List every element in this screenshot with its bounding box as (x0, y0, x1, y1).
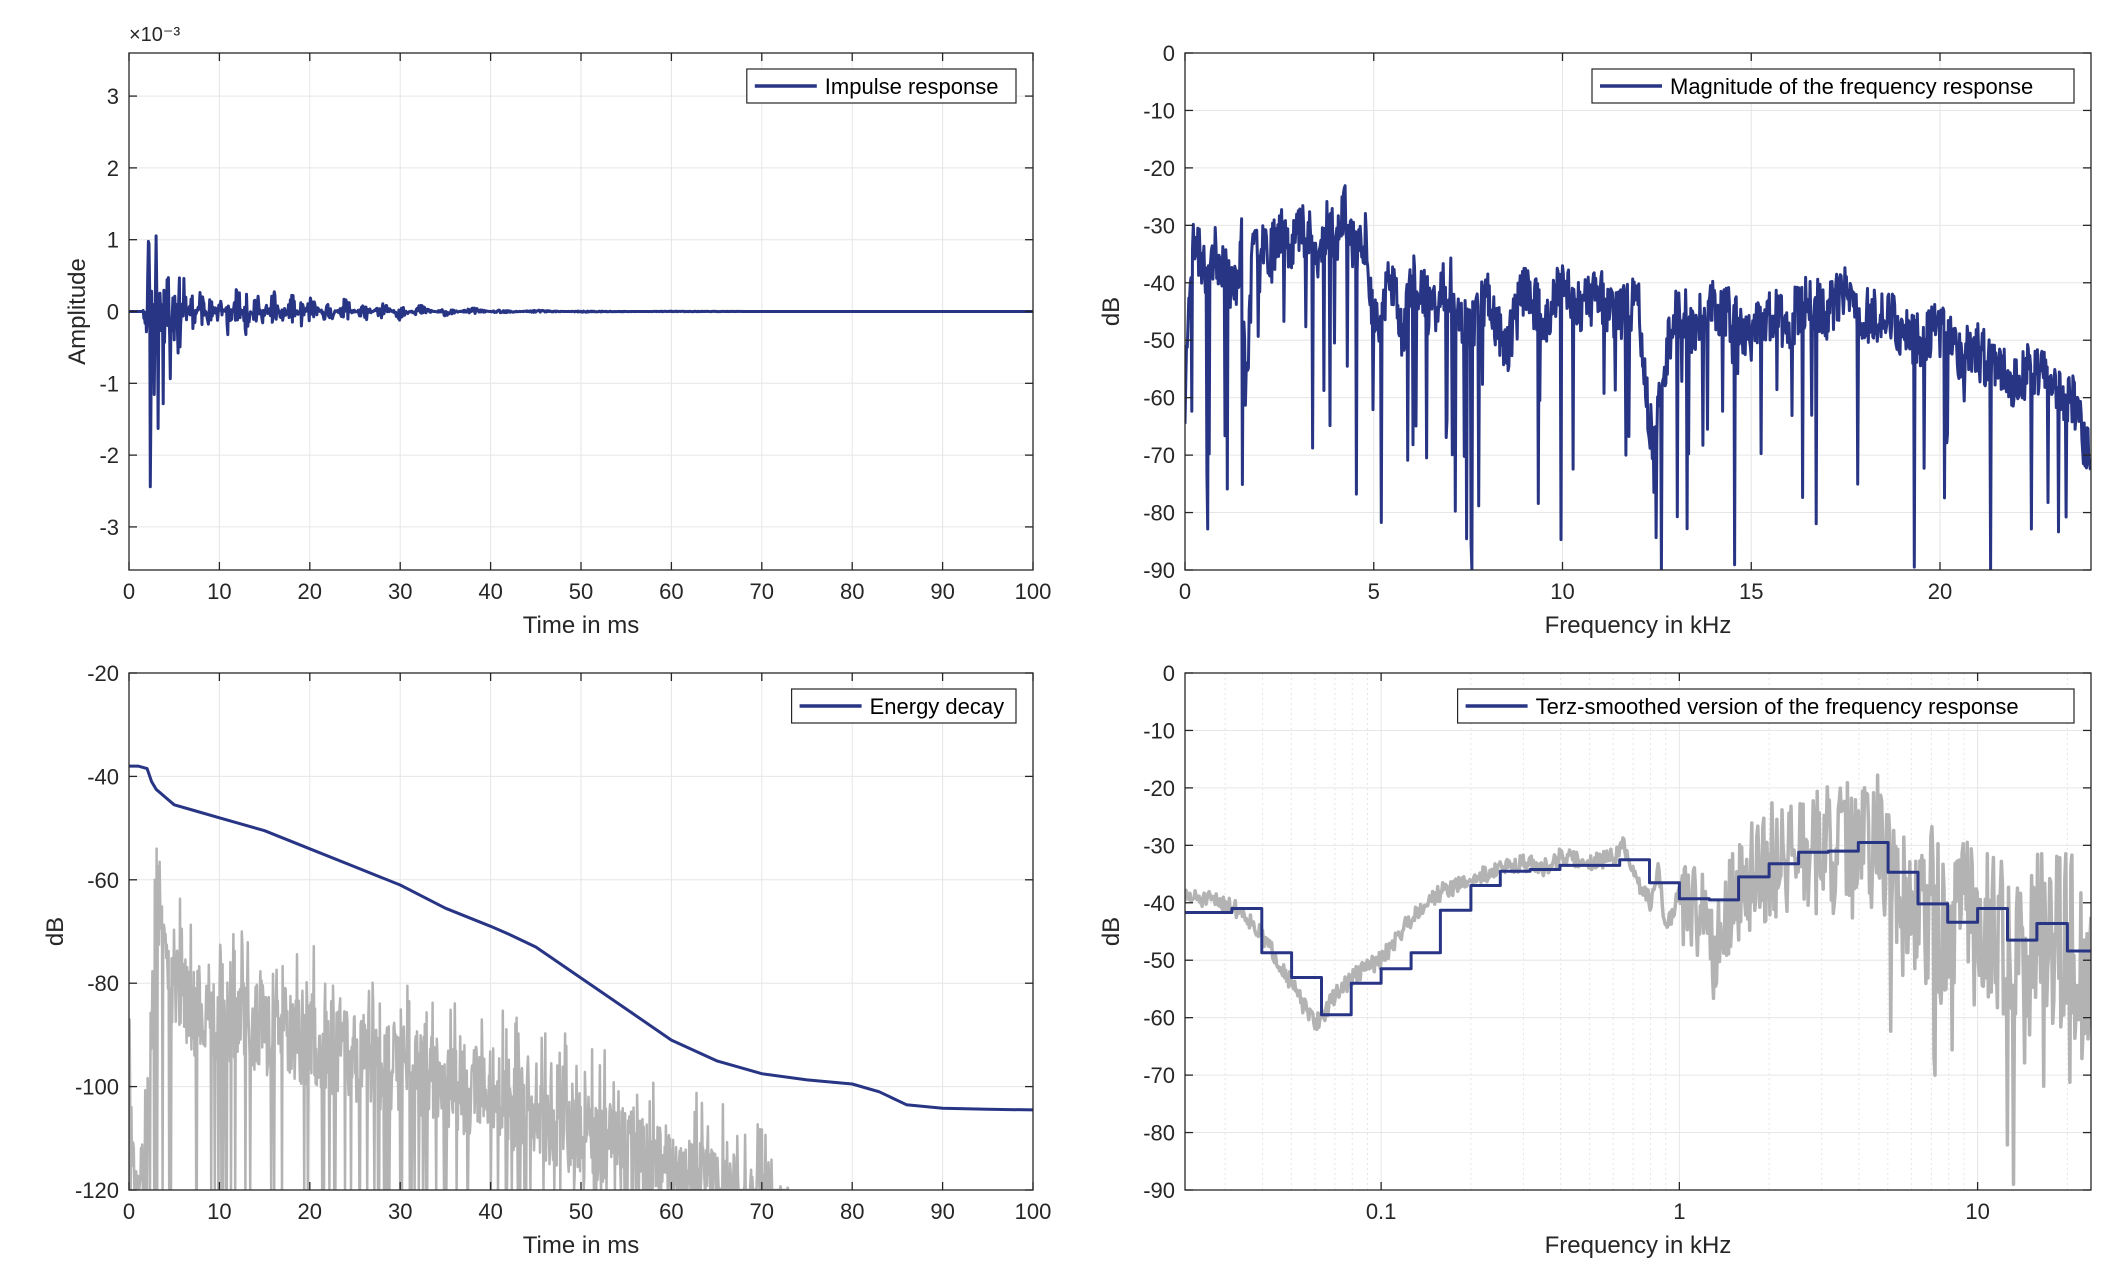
panel-energy-decay: 0 10 20 30 40 50 60 70 80 90 100 -20 -40 -60 -80 -100 -1… (42, 661, 1051, 1259)
x-tick-label: 20 (1928, 579, 1952, 604)
y-tick-label: -30 (1143, 213, 1175, 238)
x-tick-label: 60 (659, 1199, 683, 1224)
y-tick-label: -60 (87, 868, 119, 893)
data-layer (1185, 184, 2091, 570)
series-line-terz-smoothed-version-of-the-frequency-response (1185, 841, 2091, 1017)
x-tick-label: 10 (207, 579, 231, 604)
y-axis-label: Amplitude (64, 258, 91, 365)
y-tick-label: -20 (1143, 156, 1175, 181)
data-layer (129, 234, 1033, 489)
y-tick-label: -2 (99, 443, 119, 468)
axis-exponent-label: ×10⁻³ (129, 24, 180, 46)
y-tick-label: -60 (1143, 1006, 1175, 1031)
legend-label: Impulse response (825, 74, 999, 99)
panel-frequency-magnitude: 0 5 10 15 20 0 -10 -20 -30 -40 -50 -60 -70 -80 -90 Freq… (1098, 41, 2092, 639)
legend-box (1591, 68, 2075, 104)
x-tick-label: 40 (478, 579, 502, 604)
legend-label: Terz-smoothed version of the frequency r… (1536, 694, 2019, 719)
series-line-reference-0 (1185, 773, 2091, 1186)
x-tick-label: 80 (840, 1199, 864, 1224)
y-tick-label: -70 (1143, 443, 1175, 468)
y-tick-label: 3 (107, 84, 119, 109)
y-tick-label: -20 (1143, 776, 1175, 801)
x-tick-label: 30 (388, 579, 412, 604)
x-tick-label: 60 (659, 579, 683, 604)
x-tick-label: 15 (1739, 579, 1763, 604)
x-tick-label: 90 (930, 1199, 954, 1224)
y-tick-label: -40 (1143, 271, 1175, 296)
x-tick-label: 40 (478, 1199, 502, 1224)
y-tick-label: 0 (1163, 661, 1175, 686)
legend: Impulse response (746, 68, 1017, 104)
y-tick-label: -3 (99, 515, 119, 540)
y-tick-label: -90 (1143, 1178, 1175, 1203)
axes-frame (1184, 52, 2092, 571)
legend-label: Energy decay (870, 694, 1005, 719)
x-tick-label: 0.1 (1366, 1199, 1397, 1224)
x-tick-label: 0 (123, 1199, 135, 1224)
x-tick-label: 50 (569, 579, 593, 604)
y-tick-label: -100 (75, 1075, 119, 1100)
legend: Magnitude of the frequency response (1591, 68, 2075, 104)
x-tick-label: 20 (298, 1199, 322, 1224)
x-tick-label: 90 (930, 579, 954, 604)
x-tick-label: 100 (1015, 579, 1052, 604)
series-line-reference-1 (129, 847, 790, 1190)
y-tick-label: -30 (1143, 833, 1175, 858)
y-tick-label: -10 (1143, 98, 1175, 123)
y-axis-label: dB (1098, 297, 1125, 326)
y-tick-label: 0 (107, 300, 119, 325)
data-layer (1185, 773, 2091, 1186)
data-layer (129, 764, 1033, 1190)
panel-impulse-response: 0 10 20 30 40 50 60 70 80 90 100 -3 -2 -1 0 1 2 3 Time in … (64, 24, 1051, 639)
x-tick-label: 70 (750, 579, 774, 604)
y-tick-label: 2 (107, 156, 119, 181)
x-tick-label: 0 (123, 579, 135, 604)
x-tick-label: 10 (1550, 579, 1574, 604)
y-tick-label: -1 (99, 371, 119, 396)
x-tick-label: 5 (1368, 579, 1380, 604)
y-tick-label: 1 (107, 228, 119, 253)
y-axis-label: dB (1098, 917, 1125, 946)
series-line-magnitude-of-the-frequency-response (1185, 184, 2091, 570)
x-tick-label: 70 (750, 1199, 774, 1224)
x-axis-label: Frequency in kHz (1545, 612, 1732, 639)
x-axis-label: Time in ms (523, 612, 639, 639)
y-tick-label: -20 (87, 661, 119, 686)
x-axis-label: Time in ms (523, 1232, 639, 1259)
legend: Terz-smoothed version of the frequency r… (1456, 688, 2075, 724)
legend-label: Magnitude of the frequency response (1670, 74, 2033, 99)
legend: Energy decay (790, 688, 1017, 724)
axes-frame (1184, 672, 2092, 1191)
series-line-impulse-response (129, 234, 1033, 489)
x-tick-label: 1 (1673, 1199, 1685, 1224)
x-tick-label: 80 (840, 579, 864, 604)
y-tick-label: -80 (1143, 501, 1175, 526)
y-tick-label: -90 (1143, 558, 1175, 583)
y-tick-label: -120 (75, 1178, 119, 1203)
y-tick-label: -80 (87, 971, 119, 996)
x-tick-label: 100 (1015, 1199, 1052, 1224)
series-line-energy-decay (129, 764, 1033, 1112)
y-tick-label: -40 (1143, 891, 1175, 916)
y-tick-label: -50 (1143, 328, 1175, 353)
x-tick-label: 10 (207, 1199, 231, 1224)
y-tick-label: -80 (1143, 1121, 1175, 1146)
x-tick-label: 0 (1179, 579, 1191, 604)
x-tick-label: 20 (298, 579, 322, 604)
y-tick-label: -70 (1143, 1063, 1175, 1088)
x-axis-label: Frequency in kHz (1545, 1232, 1732, 1259)
legend-box (1456, 688, 2075, 724)
y-tick-label: 0 (1163, 41, 1175, 66)
y-tick-label: -40 (87, 764, 119, 789)
y-axis-label: dB (42, 917, 69, 946)
panel-terz-smoothed-response: 0.1 1 10 0 -10 -20 -30 -40 -50 -60 -70 -80 -90 Freque… (1098, 661, 2092, 1259)
x-tick-label: 10 (1965, 1199, 1989, 1224)
y-tick-label: -60 (1143, 386, 1175, 411)
y-tick-label: -10 (1143, 718, 1175, 743)
y-tick-label: -50 (1143, 948, 1175, 973)
x-tick-label: 30 (388, 1199, 412, 1224)
x-tick-label: 50 (569, 1199, 593, 1224)
